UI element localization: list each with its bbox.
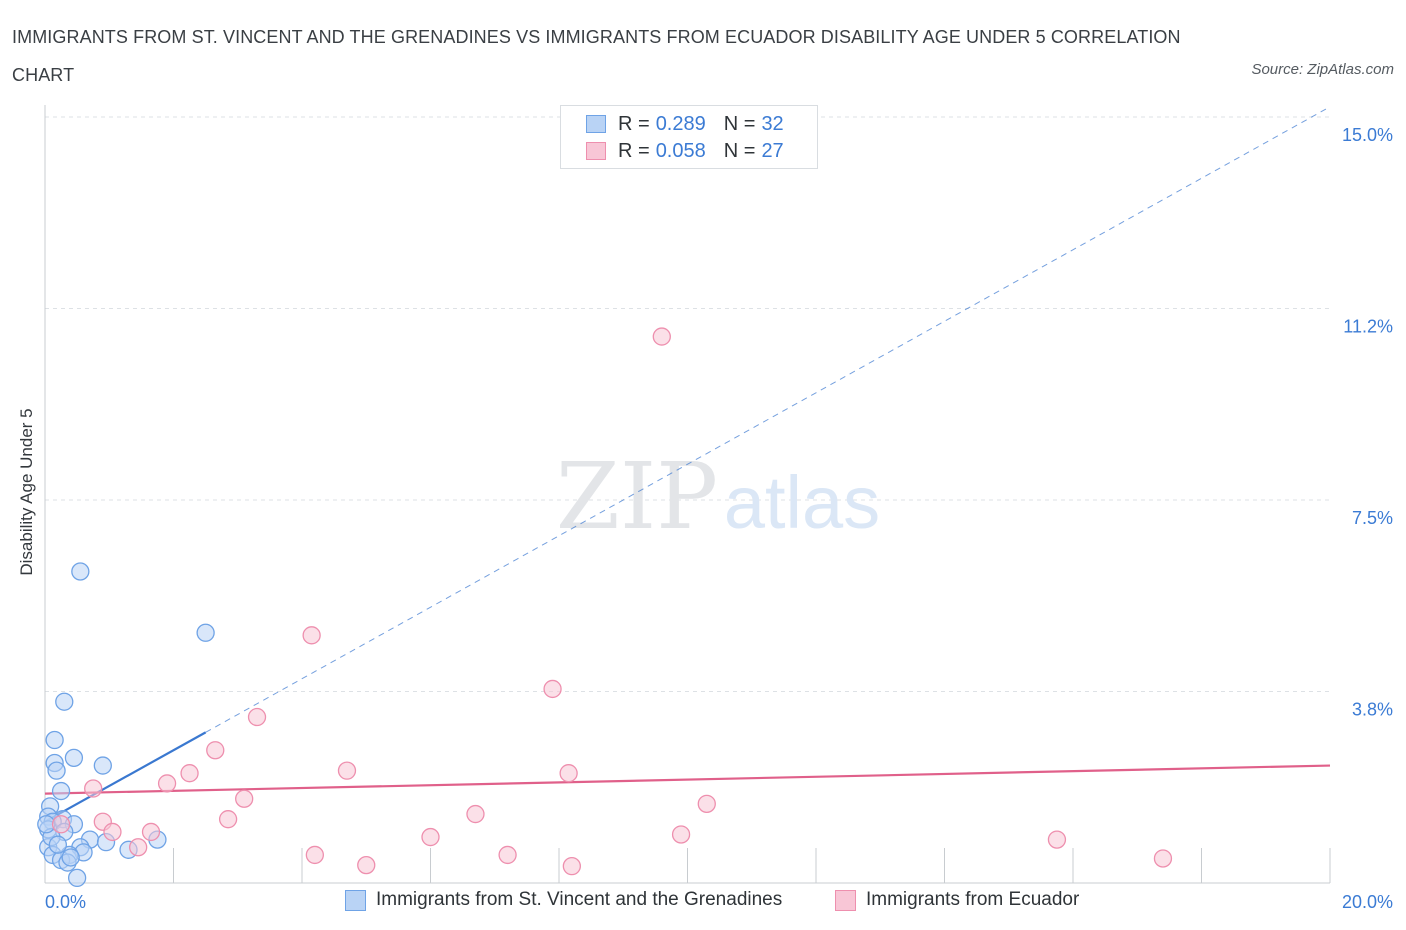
point-s1-22	[305, 845, 325, 865]
point-s1-5	[337, 761, 357, 780]
point-s1-3	[247, 707, 267, 727]
legend-row-stvincent: R = 0.289 N = 32	[586, 111, 784, 137]
x-tick-label-0: 0.0%	[45, 892, 86, 912]
point-s1-0	[652, 327, 671, 346]
point-s1-13	[218, 810, 238, 829]
grid-lines	[45, 116, 1330, 692]
series-legend-stvincent: Immigrants from St. Vincent and the Gren…	[345, 889, 782, 911]
y-tick-label-0: 3.8%	[1352, 700, 1393, 720]
x-tick-label-1: 20.0%	[1342, 892, 1393, 912]
point-s1-7	[180, 764, 199, 783]
legend-r-label: R =	[618, 112, 650, 135]
legend-swatch-stvincent	[586, 115, 606, 133]
point-s0-30	[61, 848, 80, 867]
point-s1-10	[235, 789, 254, 808]
legend-swatch-ecuador	[586, 142, 606, 160]
point-s1-24	[1153, 849, 1173, 868]
point-s1-2	[543, 679, 562, 699]
series-swatch-stvincent	[345, 889, 366, 911]
watermark-atlas: atlas	[724, 461, 880, 544]
legend-r-value: 0.058	[655, 139, 706, 162]
trend-line-1	[44, 764, 1331, 795]
series-swatch-ecuador	[835, 889, 856, 911]
point-s0-3	[45, 730, 64, 750]
point-s1-4	[206, 741, 225, 760]
legend-r-value: 0.289	[655, 112, 706, 135]
point-s1-11	[697, 794, 716, 813]
legend-r-label: R =	[618, 139, 650, 162]
source-credit: Source: ZipAtlas.com	[1251, 61, 1394, 78]
point-s1-12	[466, 804, 485, 824]
trend-extension-0	[205, 106, 1331, 733]
legend-n-label: N =	[723, 139, 756, 162]
point-s0-4	[64, 748, 84, 768]
point-s0-27	[67, 868, 87, 888]
y-tick-label-2: 11.2%	[1343, 317, 1393, 337]
axes	[44, 105, 1331, 884]
trend-line-0	[44, 731, 207, 823]
y-tick-label-3: 15.0%	[1342, 125, 1393, 145]
series-legend-ecuador: Immigrants from Ecuador	[835, 889, 1079, 911]
tick-labels: 3.8% 7.5% 11.2% 15.0% 0.0% 20.0%	[45, 125, 1393, 912]
legend-row-ecuador: R = 0.058 N = 27	[586, 138, 784, 164]
point-s1-20	[1047, 830, 1067, 849]
point-s1-1	[302, 626, 321, 645]
correlation-legend: R = 0.289 N = 32 R = 0.058 N = 27	[560, 105, 818, 169]
trend-lines	[44, 106, 1331, 823]
series-legend: Immigrants from St. Vincent and the Gren…	[0, 889, 1406, 915]
series-name-stvincent: Immigrants from St. Vincent and the Gren…	[376, 889, 783, 910]
point-s1-16	[103, 822, 122, 842]
data-points	[37, 327, 1173, 888]
point-s0-1	[196, 623, 215, 642]
point-s0-29	[48, 835, 67, 854]
watermark: ZIP atlas	[556, 443, 880, 550]
legend-n-value: 27	[761, 139, 784, 162]
legend-n-label: N =	[723, 112, 756, 135]
point-s1-23	[498, 845, 517, 865]
chart-title: IMMIGRANTS FROM ST. VINCENT AND THE GREN…	[12, 27, 1181, 85]
point-s1-9	[84, 779, 103, 798]
point-s1-21	[129, 838, 148, 857]
point-s1-18	[671, 825, 691, 844]
point-s1-19	[421, 827, 440, 847]
point-s0-0	[71, 562, 90, 581]
point-s0-6	[93, 756, 112, 775]
point-s1-26	[562, 856, 581, 876]
point-s1-8	[157, 774, 177, 793]
watermark-zip: ZIP	[556, 443, 718, 550]
point-s1-15	[51, 815, 71, 834]
point-s0-2	[55, 692, 74, 711]
legend-n-value: 32	[761, 112, 784, 135]
y-tick-label-1: 7.5%	[1352, 508, 1393, 528]
point-s1-25	[357, 855, 376, 875]
series-name-ecuador: Immigrants from Ecuador	[866, 889, 1080, 910]
point-s1-17	[141, 822, 161, 842]
point-s0-7	[47, 761, 66, 780]
point-s1-6	[559, 764, 578, 783]
point-s0-8	[51, 781, 71, 801]
